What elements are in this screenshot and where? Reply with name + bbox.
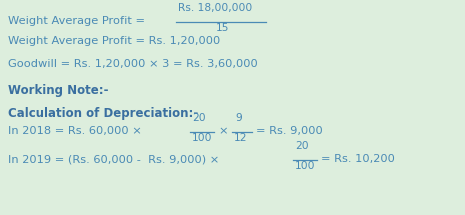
Text: Weight Average Profit = Rs. 1,20,000: Weight Average Profit = Rs. 1,20,000 [8, 36, 220, 46]
Text: In 2018 = Rs. 60,000 ×: In 2018 = Rs. 60,000 × [8, 126, 146, 136]
Text: 12: 12 [234, 133, 247, 143]
Text: Rs. 18,00,000: Rs. 18,00,000 [178, 3, 252, 13]
Text: 20: 20 [192, 113, 206, 123]
Text: 20: 20 [295, 141, 309, 151]
Text: Goodwill = Rs. 1,20,000 × 3 = Rs. 3,60,000: Goodwill = Rs. 1,20,000 × 3 = Rs. 3,60,0… [8, 59, 258, 69]
Text: Weight Average Profit =: Weight Average Profit = [8, 16, 145, 26]
Text: Calculation of Depreciation:-: Calculation of Depreciation:- [8, 107, 198, 120]
Text: 9: 9 [235, 113, 242, 123]
Text: 15: 15 [216, 23, 229, 33]
Text: = Rs. 9,000: = Rs. 9,000 [256, 126, 323, 136]
Text: ×: × [218, 126, 227, 136]
Text: In 2019 = (Rs. 60,000 -  Rs. 9,000) ×: In 2019 = (Rs. 60,000 - Rs. 9,000) × [8, 154, 223, 164]
Text: = Rs. 10,200: = Rs. 10,200 [321, 154, 395, 164]
Text: 100: 100 [192, 133, 213, 143]
Text: Working Note:-: Working Note:- [8, 84, 108, 97]
Text: 100: 100 [295, 161, 315, 171]
